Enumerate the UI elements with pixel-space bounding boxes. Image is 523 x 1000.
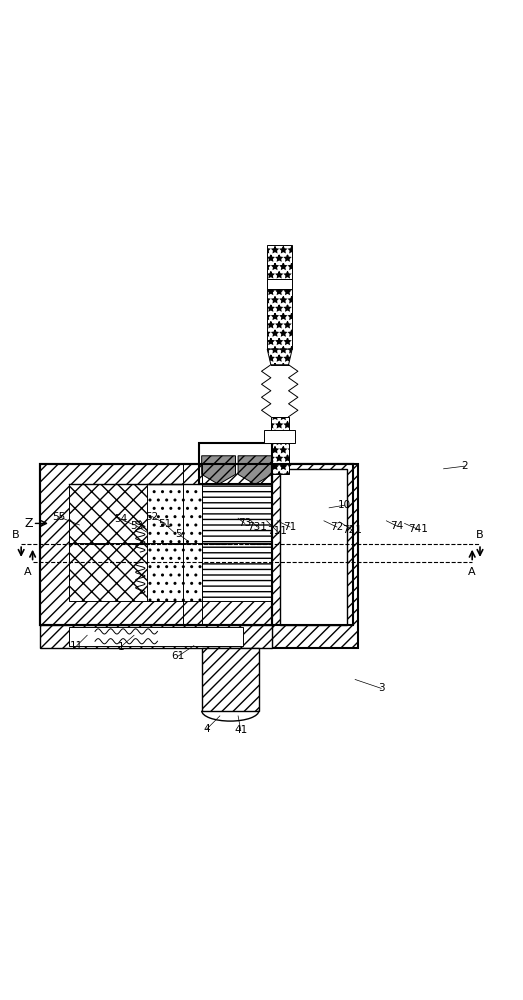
Text: 1: 1 xyxy=(118,642,124,652)
Text: Z: Z xyxy=(24,517,33,530)
Bar xyxy=(280,469,347,625)
Text: A: A xyxy=(24,567,31,577)
Text: 711: 711 xyxy=(267,526,287,536)
Bar xyxy=(264,430,295,443)
Text: 74: 74 xyxy=(390,521,403,531)
Text: 71: 71 xyxy=(283,522,297,532)
Text: 61: 61 xyxy=(172,651,185,661)
Bar xyxy=(202,484,272,601)
Text: 52: 52 xyxy=(145,512,159,522)
Text: 51: 51 xyxy=(158,519,172,529)
Bar xyxy=(272,464,358,648)
Polygon shape xyxy=(238,456,272,484)
Bar xyxy=(69,627,243,646)
Text: 11: 11 xyxy=(70,641,84,651)
Bar xyxy=(267,245,292,279)
Text: 54: 54 xyxy=(115,514,128,524)
Polygon shape xyxy=(202,456,235,484)
Polygon shape xyxy=(267,349,292,365)
Text: 73: 73 xyxy=(238,518,252,528)
Text: B: B xyxy=(12,530,20,540)
Bar xyxy=(40,464,353,625)
Text: 72: 72 xyxy=(331,522,344,532)
Text: 41: 41 xyxy=(234,725,247,735)
Text: 4: 4 xyxy=(203,724,210,734)
Text: 721: 721 xyxy=(343,525,362,535)
Bar xyxy=(267,279,292,289)
Text: 3: 3 xyxy=(378,683,384,693)
Bar xyxy=(271,417,289,474)
Text: 741: 741 xyxy=(407,524,427,534)
Text: A: A xyxy=(469,567,476,577)
Bar xyxy=(40,464,353,625)
Text: 5: 5 xyxy=(175,529,181,539)
Text: 55: 55 xyxy=(52,512,65,522)
Bar xyxy=(147,484,202,601)
Text: B: B xyxy=(476,530,484,540)
Bar xyxy=(267,289,292,349)
Bar xyxy=(69,484,184,601)
Bar xyxy=(202,648,259,711)
Bar xyxy=(40,625,272,648)
Text: 2: 2 xyxy=(461,461,468,471)
Bar xyxy=(199,443,272,484)
Text: 53: 53 xyxy=(130,521,143,531)
Text: 731: 731 xyxy=(247,522,267,532)
Text: 10: 10 xyxy=(338,500,351,510)
